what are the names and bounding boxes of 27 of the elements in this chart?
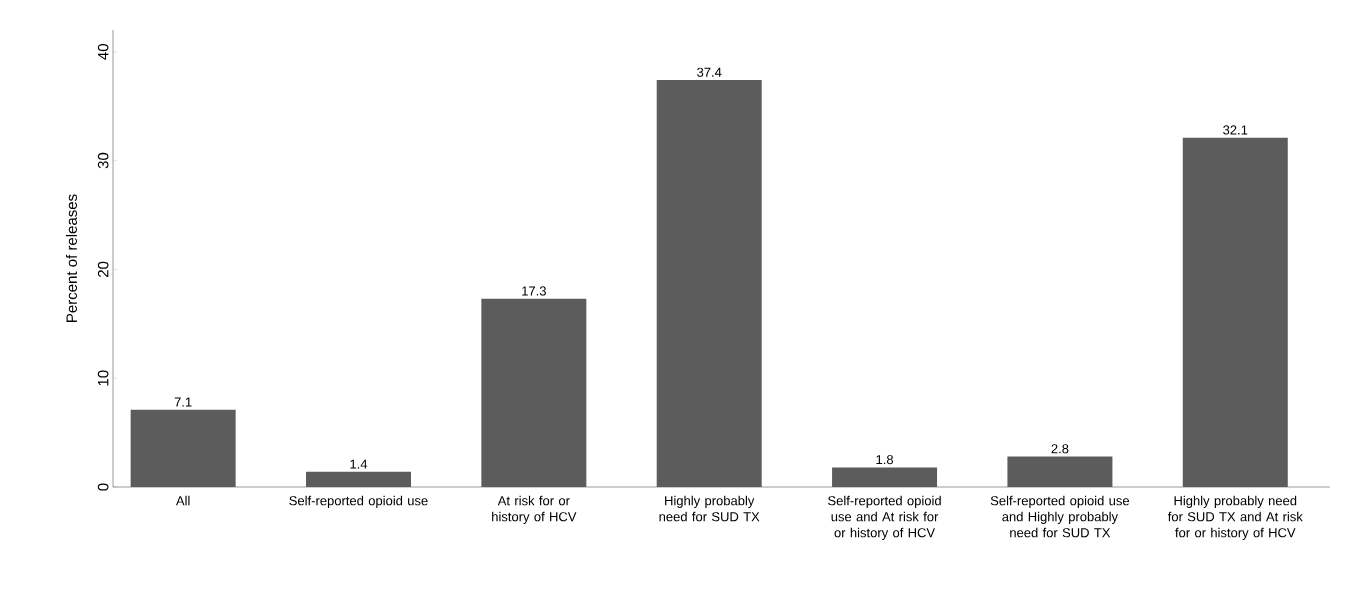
data-label: 1.8 [876,455,894,465]
y-tick-label: 0 [97,483,109,491]
bar [656,80,762,487]
bar [1182,137,1288,487]
x-tick-label: At risk for or history of HCV [492,495,577,524]
bar [306,471,411,487]
data-label: 2.8 [1051,444,1069,454]
y-tick-label: 10 [97,370,109,386]
y-axis-title: Percent of releases [65,194,77,322]
data-label: 32.1 [1223,125,1248,135]
data-label: 17.3 [522,286,546,296]
x-tick-label: All [175,495,190,506]
data-label: 7.1 [174,397,192,407]
x-tick-label: Self-reported opioid use and At risk for or history of HCV [828,495,941,540]
x-tick-label: Highly probably need for SUD TX [659,495,760,522]
y-tick-label: 40 [97,44,109,60]
x-tick-label: Self-reported opioid use and Highly probably need for SUD TX [990,495,1130,538]
bar [481,298,587,487]
data-label: 1.4 [350,459,368,469]
data-label: 37.4 [697,67,722,77]
x-tick-label: Highly probably need for SUD TX and At risk for or history of HCV [1167,495,1303,540]
x-tick-label: Self-reported opioid use [289,495,428,508]
bar [1007,456,1113,487]
bar [832,467,938,487]
y-tick-label: 30 [97,152,109,169]
y-tick-label: 20 [97,261,109,277]
bar [130,409,236,487]
